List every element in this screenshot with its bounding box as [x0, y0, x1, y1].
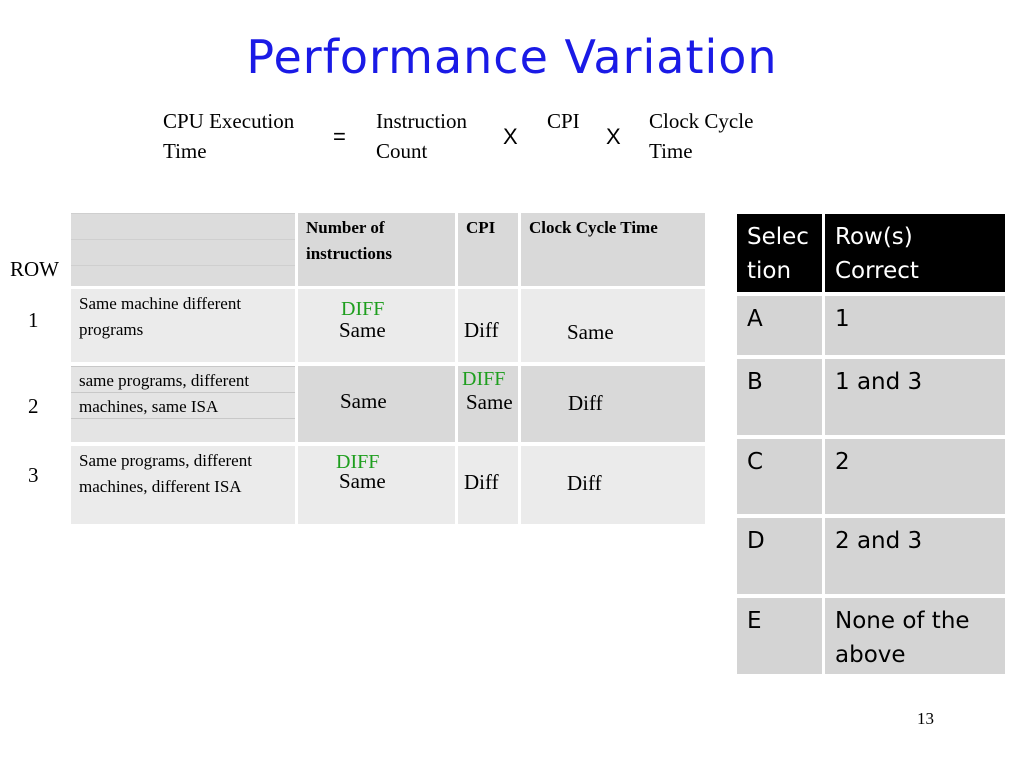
header-number-of-instructions: Number of instructions — [298, 213, 455, 286]
formula-term-cpu-time: CPU Execution Time — [163, 109, 295, 163]
instructions-value: Same — [339, 469, 386, 493]
clock-value: Diff — [568, 391, 603, 415]
clock-cell — [521, 446, 705, 524]
rows-correct-cell: 2 — [825, 439, 1005, 514]
formula-term-clock-cycle-time: Clock Cycle Time — [649, 109, 754, 163]
rows-correct-cell: 1 — [825, 296, 1005, 355]
diff-annotation: DIFF — [336, 451, 380, 473]
selection-cell[interactable]: A — [737, 296, 822, 355]
clock-value: Diff — [567, 471, 602, 495]
cpi-cell — [458, 446, 518, 524]
formula-term-cpi: CPI — [547, 109, 580, 133]
clock-cell — [521, 366, 705, 442]
row-number: 3 — [28, 463, 39, 487]
formula-times-2: X — [606, 124, 621, 149]
cpi-cell — [458, 289, 518, 362]
instructions-value: Same — [340, 389, 387, 413]
selection-cell[interactable]: D — [737, 518, 822, 594]
formula-term-instruction-count: Instruction Count — [376, 109, 467, 163]
clock-value: Same — [567, 320, 614, 344]
selection-cell[interactable]: C — [737, 439, 822, 514]
row-description: Same machine different programs — [71, 289, 295, 362]
row-number: 2 — [28, 394, 39, 418]
cpi-value: Same — [466, 390, 513, 414]
rows-correct-cell: None of the above — [825, 598, 1005, 674]
selection-cell[interactable]: B — [737, 359, 822, 435]
formula-equals: = — [333, 124, 346, 149]
rows-correct-cell: 1 and 3 — [825, 359, 1005, 435]
page-number: 13 — [917, 709, 934, 728]
instructions-cell — [298, 446, 455, 524]
row-description: Same programs, different machines, diffe… — [71, 446, 295, 524]
instructions-value: Same — [339, 318, 386, 342]
page-title: Performance Variation — [246, 30, 778, 84]
selection-cell[interactable]: E — [737, 598, 822, 674]
instructions-cell — [298, 289, 455, 362]
header-rows-correct: Row(s) Correct — [825, 214, 1005, 292]
instructions-cell — [298, 366, 455, 442]
header-selection: Selection — [737, 214, 822, 292]
header-clock-cycle-time: Clock Cycle Time — [521, 213, 705, 286]
cpi-value: Diff — [464, 318, 499, 342]
row-number: 1 — [28, 308, 39, 332]
formula-times-1: X — [503, 124, 518, 149]
clock-cell — [521, 289, 705, 362]
cpi-cell — [458, 366, 518, 442]
rows-correct-cell: 2 and 3 — [825, 518, 1005, 594]
header-corner-cell — [71, 213, 295, 286]
row-description: same programs, different machines, same … — [71, 366, 295, 442]
header-cpi: CPI — [458, 213, 518, 286]
diff-annotation: DIFF — [341, 298, 385, 320]
row-column-label: ROW — [10, 257, 59, 281]
cpi-value: Diff — [464, 470, 499, 494]
diff-annotation: DIFF — [462, 368, 506, 390]
